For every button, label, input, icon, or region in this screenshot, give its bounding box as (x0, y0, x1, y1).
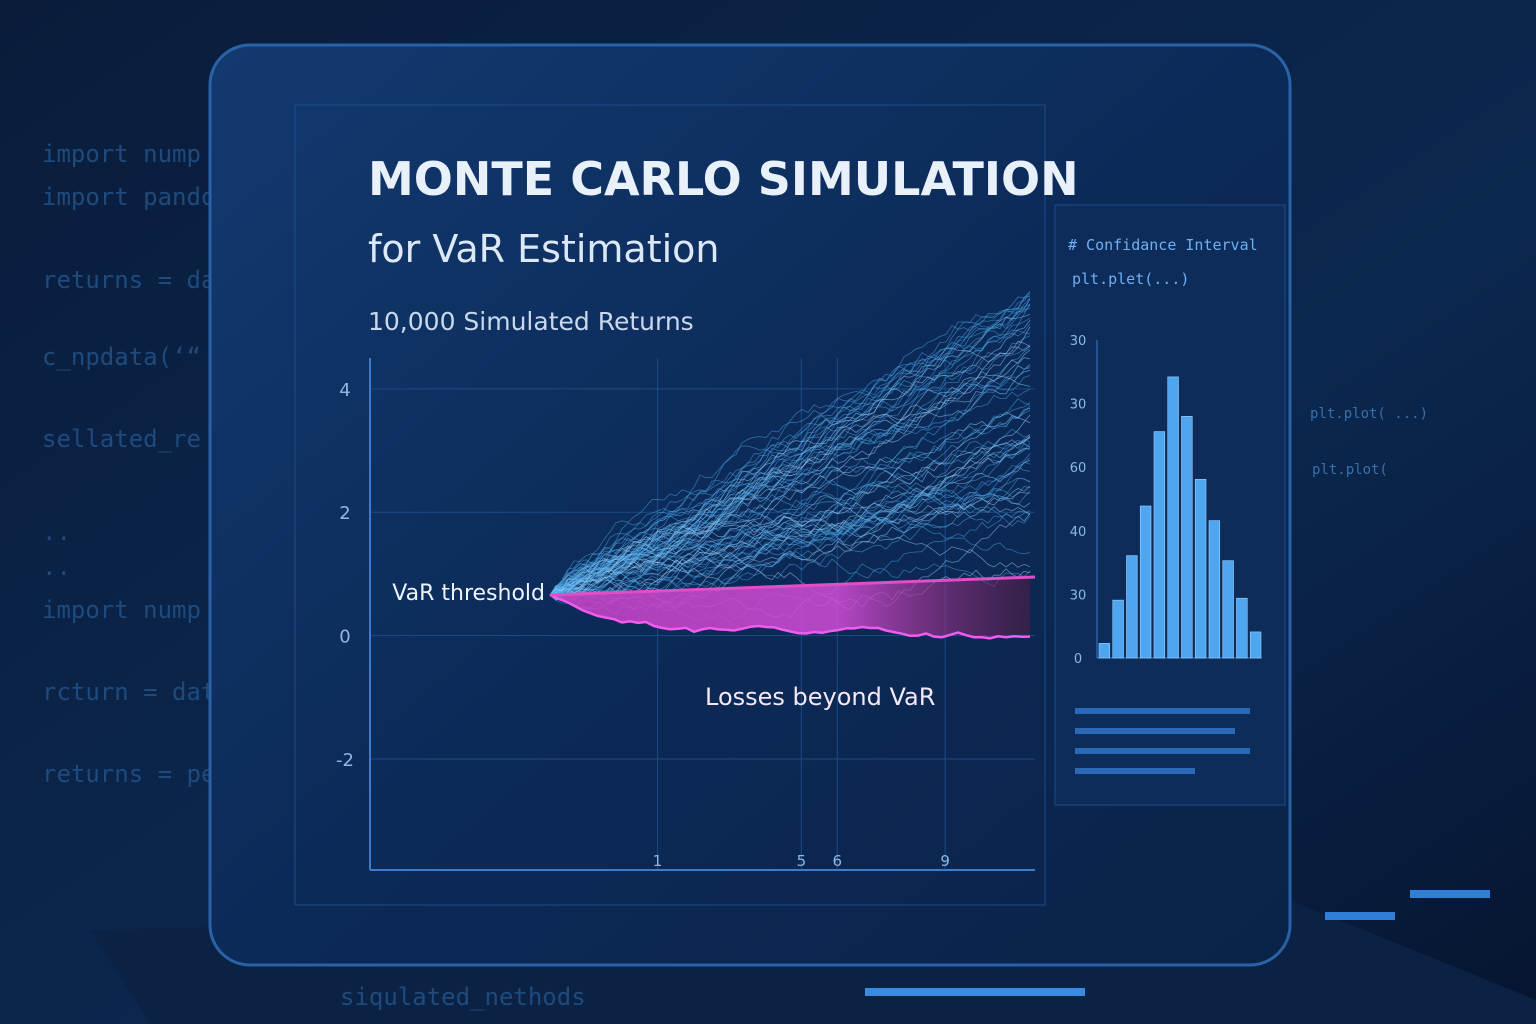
histogram-bar (1167, 376, 1179, 659)
histogram-bar (1126, 555, 1138, 659)
simulated-path (549, 291, 1031, 596)
histogram: 30 30 60 40 30 0 (1070, 334, 1262, 667)
simulated-path (549, 411, 1031, 600)
code-comment: # Confidance Interval (1068, 236, 1258, 254)
y-tick-label: 40 (1070, 525, 1087, 540)
simulated-path (549, 357, 1031, 596)
y-tick-label: -2 (336, 750, 354, 771)
list-bar (1075, 708, 1250, 714)
y-tick-label: 0 (1074, 652, 1082, 667)
y-tick-label: 30 (1070, 588, 1087, 603)
code-line: import nump (42, 140, 201, 168)
loss-edge (549, 593, 1031, 640)
histogram-bar (1236, 597, 1248, 659)
simulated-path (549, 461, 1031, 600)
histogram-bar (1249, 631, 1262, 659)
histogram-bar (1139, 505, 1152, 659)
code-call: plt.plet(...) (1072, 270, 1189, 288)
simulated-path (549, 496, 1031, 601)
simulated-path (549, 335, 1031, 597)
histogram-bar (1222, 560, 1234, 659)
y-tick-label: 30 (1070, 398, 1087, 413)
histogram-bar (1181, 416, 1193, 659)
code-line: .. (42, 518, 71, 546)
code-line: returns = pe (42, 760, 215, 788)
simulated-path (549, 365, 1031, 596)
y-tick-label: 60 (1070, 461, 1087, 476)
simulated-path (549, 414, 1031, 598)
caption: 10,000 Simulated Returns (368, 307, 694, 336)
code-call: plt.plot( (1312, 462, 1388, 478)
simulated-path (549, 320, 1031, 596)
histogram-bar (1153, 431, 1166, 659)
code-line: import pando (42, 183, 215, 211)
simulated-path (549, 349, 1031, 596)
simulated-path (549, 323, 1031, 596)
code-line: c_npdata(‘“ (42, 343, 201, 371)
simulated-path (549, 345, 1031, 596)
y-tick-label: 30 (1070, 334, 1087, 349)
code-line: sellated_re (42, 425, 201, 453)
simulated-path (549, 293, 1031, 596)
desk-bar (1410, 890, 1490, 898)
simulated-path (549, 435, 1031, 596)
title: MONTE CARLO SIMULATION (368, 152, 1079, 206)
y-tick-label: 2 (339, 503, 350, 524)
simulated-path (549, 453, 1031, 597)
simulated-path (549, 437, 1031, 596)
loss-area (550, 577, 1030, 639)
histogram-bar (1208, 520, 1221, 659)
chart-frame (294, 104, 1046, 906)
list-bar (1075, 748, 1250, 754)
footer-code: siqulated_nethods (340, 983, 586, 1011)
simulated-path (549, 296, 1031, 596)
simulated-path (549, 291, 1031, 598)
code-call: plt.plot( ...) (1310, 406, 1428, 422)
monitor-panel (208, 43, 1292, 967)
histogram-bar (1194, 478, 1207, 659)
x-tick-label: 9 (940, 852, 950, 870)
subtitle: for VaR Estimation (368, 227, 720, 271)
list-bar (1075, 768, 1195, 774)
y-tick-label: 4 (339, 380, 350, 401)
y-tick-label: 0 (339, 627, 350, 648)
code-line: import nump (42, 596, 201, 624)
histogram-bar (1098, 643, 1111, 659)
simulated-path (549, 370, 1031, 596)
simulated-path (549, 439, 1031, 596)
list-bar (1075, 728, 1235, 734)
var-threshold (549, 575, 1036, 597)
simulated-path (549, 298, 1031, 596)
code-line: returns = da (42, 266, 215, 294)
simulated-path (549, 297, 1031, 596)
threshold-label: VaR threshold (392, 581, 545, 606)
loss-label: Losses beyond VaR (705, 683, 935, 711)
histogram-bar (1112, 599, 1124, 659)
simulated-path (549, 457, 1031, 607)
desk-bar (865, 988, 1085, 996)
code-left: import nump import pando returns = da c_npd… (42, 140, 215, 788)
desk-bar (1325, 912, 1395, 920)
code-line: .. (42, 553, 71, 581)
simulated-path (549, 303, 1031, 596)
main-chart: 4 2 0 -2 1 5 6 9 VaR threshold Losses beyond VaR (336, 291, 1036, 871)
x-tick-label: 5 (797, 852, 807, 870)
x-tick-label: 6 (833, 852, 843, 870)
code-line: rcturn = dat (42, 678, 215, 706)
x-tick-label: 1 (653, 852, 663, 870)
